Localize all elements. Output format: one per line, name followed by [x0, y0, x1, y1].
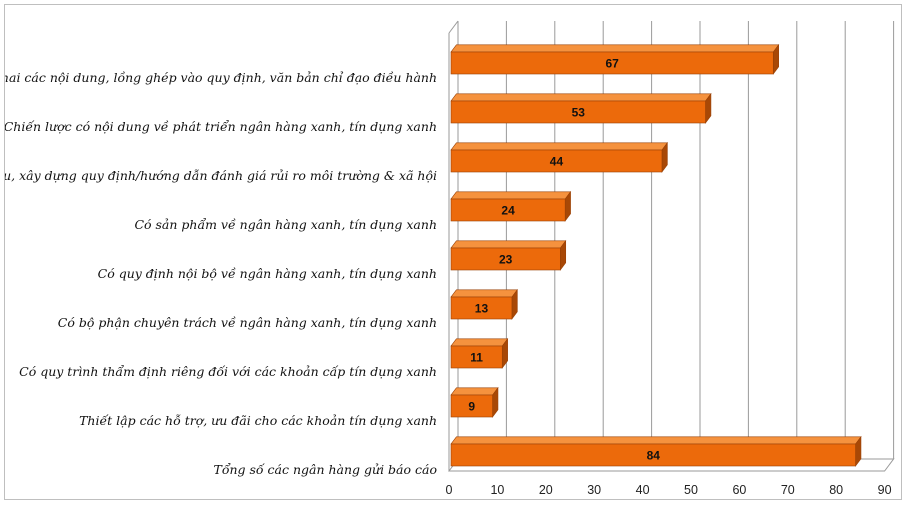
bar: [450, 100, 706, 124]
x-tick-label: 20: [539, 483, 553, 497]
x-tick-label: 10: [490, 483, 504, 497]
category-label: Có sản phẩm về ngân hàng xanh, tín dụng …: [134, 217, 437, 232]
bar: [450, 198, 566, 222]
data-label: 11: [470, 351, 483, 365]
category-label: Có quy trình thẩm định riêng đối với các…: [19, 364, 437, 379]
bar-top: [450, 44, 780, 53]
bar: [450, 345, 503, 369]
bar: [450, 247, 561, 271]
bar-top: [450, 436, 862, 445]
bar: [450, 394, 493, 418]
data-label: 13: [475, 302, 489, 316]
category-label: Chiến lược có nội dung về phát triển ngâ…: [5, 119, 437, 134]
x-tick-label: 0: [446, 483, 453, 497]
side-wall-top-edge: [448, 20, 459, 34]
x-tick-label: 40: [636, 483, 650, 497]
x-tick-label: 30: [587, 483, 601, 497]
data-label: 67: [605, 57, 619, 71]
x-tick-label: 70: [781, 483, 795, 497]
bar-top: [450, 93, 712, 102]
category-label: Tổng số các ngân hàng gửi báo cáo: [214, 462, 438, 477]
data-label: 23: [499, 253, 513, 267]
bar: [450, 149, 663, 173]
data-label: 9: [468, 400, 475, 414]
bar-chart: 0 10 20 30 40 50 60 70 80 90 67 Triển khai các nội …: [5, 20, 895, 497]
bar: [450, 51, 774, 75]
category-label: Nghiên cứu, xây dựng quy định/hướng dẫn …: [5, 168, 437, 183]
x-tick-label: 60: [732, 483, 746, 497]
data-label: 44: [550, 155, 564, 169]
category-label: Có quy định nội bộ về ngân hàng xanh, tí…: [98, 266, 437, 281]
bar-top: [450, 191, 572, 200]
bar: [450, 296, 513, 320]
bar-top: [450, 338, 509, 347]
bar: [450, 443, 856, 467]
x-tick-label: 80: [829, 483, 843, 497]
category-label: Thiết lập các hỗ trợ, ưu đãi cho các kho…: [79, 413, 437, 428]
chart-frame: 0 10 20 30 40 50 60 70 80 90 67 Triển khai các nội …: [4, 4, 902, 500]
category-label: Triển khai các nội dung, lồng ghép vào q…: [5, 70, 437, 85]
data-label: 84: [647, 449, 661, 463]
category-label: Có bộ phận chuyên trách về ngân hàng xan…: [58, 315, 437, 330]
bar-top: [450, 142, 668, 151]
x-tick-label: 50: [684, 483, 698, 497]
bar-top: [450, 289, 518, 298]
bar-top: [450, 240, 567, 249]
x-tick-label: 90: [878, 483, 892, 497]
data-label: 53: [572, 106, 586, 120]
bar-top: [450, 387, 499, 396]
data-label: 24: [501, 204, 515, 218]
